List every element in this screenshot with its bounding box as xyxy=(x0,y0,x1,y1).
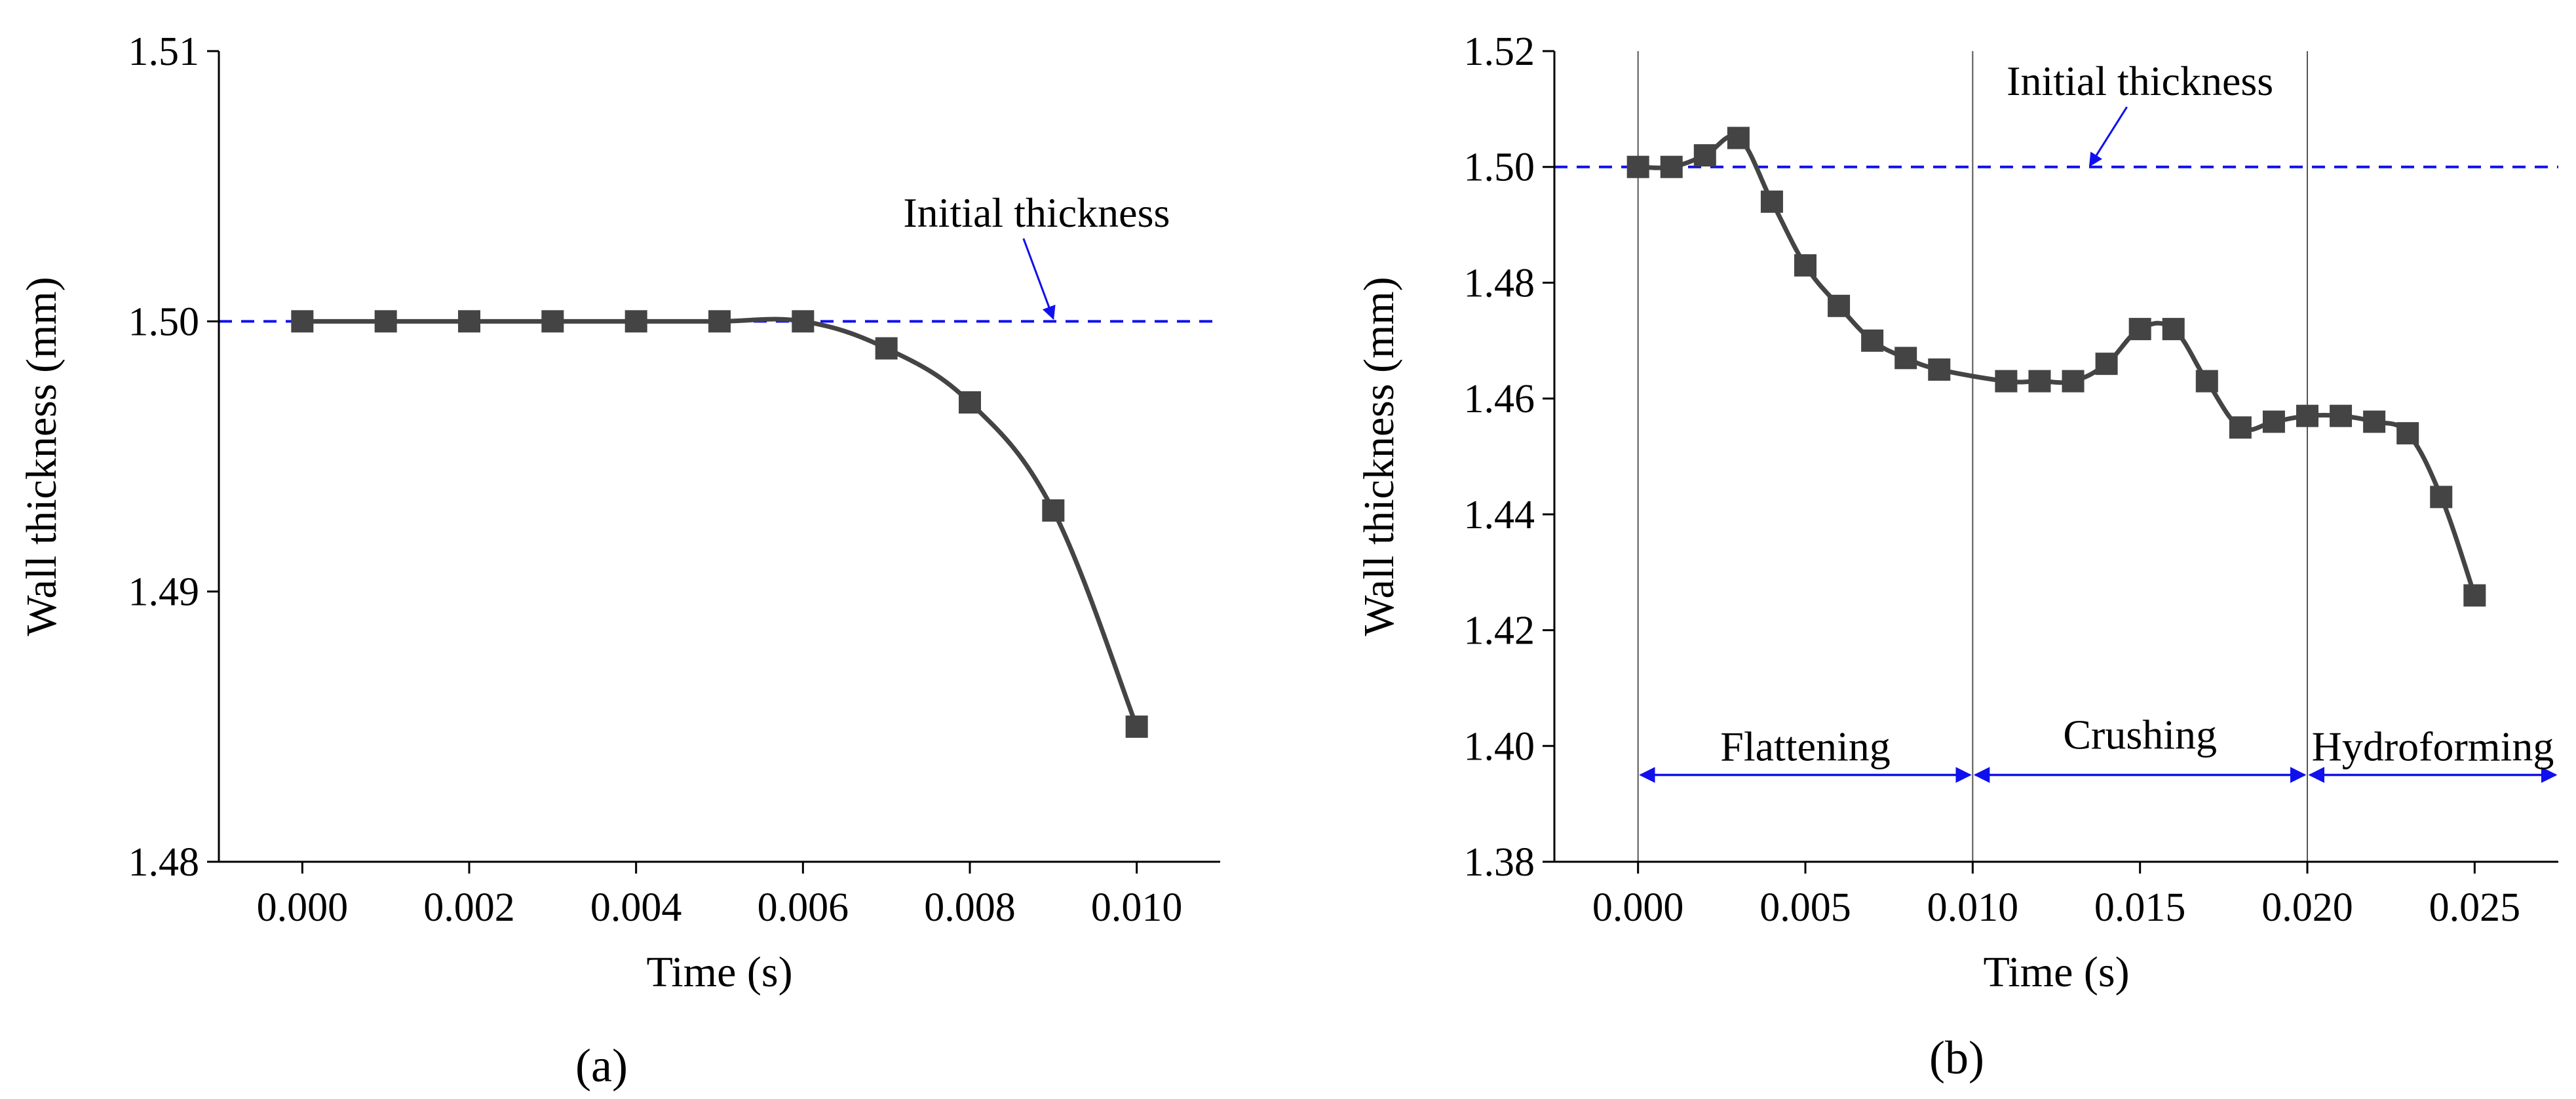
data-point xyxy=(2363,410,2386,433)
data-point xyxy=(875,337,898,360)
data-point xyxy=(1928,358,1951,381)
y-tick-label: 1.38 xyxy=(1464,840,1535,885)
x-tick-label: 0.000 xyxy=(1592,885,1684,930)
data-point xyxy=(1861,329,1884,352)
data-point xyxy=(2463,584,2486,607)
data-point xyxy=(1727,126,1750,149)
data-point xyxy=(1125,715,1148,738)
data-point xyxy=(2162,318,2185,341)
data-point xyxy=(2229,416,2252,439)
data-point xyxy=(1828,294,1851,317)
data-point xyxy=(1760,190,1783,213)
phase-label: Crushing xyxy=(2063,712,2217,758)
x-tick-label: 0.025 xyxy=(2429,885,2521,930)
x-tick-label: 0.010 xyxy=(1091,885,1183,930)
initial-thickness-label: Initial thickness xyxy=(2007,58,2273,104)
data-point xyxy=(291,310,314,333)
y-tick-label: 1.49 xyxy=(128,570,200,615)
y-tick-label: 1.42 xyxy=(1464,609,1535,653)
x-tick-label: 0.002 xyxy=(423,885,515,930)
data-point xyxy=(2262,410,2285,433)
y-tick-label: 1.48 xyxy=(128,840,200,885)
y-axis-title: Wall thickness (mm) xyxy=(1355,277,1403,636)
data-point xyxy=(374,310,397,333)
x-tick-label: 0.004 xyxy=(590,885,682,930)
data-point xyxy=(1042,499,1065,522)
chart-panel-a: Initial thickness 0.000 0.002 0.004 0.006 0.0… xyxy=(18,29,1220,996)
phase-label: Hydroforming xyxy=(2312,723,2554,769)
y-tick-label: 1.51 xyxy=(128,29,200,74)
data-point xyxy=(2396,422,2419,445)
y-tick-label: 1.50 xyxy=(128,299,200,344)
data-point xyxy=(1660,155,1683,178)
panel-label-a: (a) xyxy=(575,1039,628,1092)
x-tick-label: 0.000 xyxy=(257,885,349,930)
series-line xyxy=(302,317,1139,728)
y-tick-label: 1.44 xyxy=(1464,493,1535,537)
data-point xyxy=(625,310,647,333)
data-point xyxy=(458,310,480,333)
data-point xyxy=(959,391,981,414)
data-point xyxy=(1995,370,2018,393)
x-tick-label: 0.010 xyxy=(1927,885,2019,930)
chart-panel-b: Initial thickness Flattening Crushing Hydro… xyxy=(1355,29,2558,996)
y-tick-label: 1.52 xyxy=(1464,29,1535,74)
data-point xyxy=(2095,353,2118,376)
y-tick-label: 1.50 xyxy=(1464,145,1535,190)
data-point xyxy=(2028,370,2051,393)
data-point xyxy=(541,310,564,333)
data-point xyxy=(2128,318,2151,341)
data-point xyxy=(1794,254,1817,277)
y-tick-label: 1.46 xyxy=(1464,377,1535,421)
data-point xyxy=(792,310,815,333)
y-axis-title: Wall thickness (mm) xyxy=(18,277,66,636)
panel-label-b: (b) xyxy=(1929,1032,1984,1084)
x-axis-title: Time (s) xyxy=(1983,948,2129,996)
initial-thickness-arrow xyxy=(1022,238,1056,320)
data-point xyxy=(1894,347,1917,370)
data-point xyxy=(2195,370,2218,393)
x-tick-label: 0.015 xyxy=(2094,885,2186,930)
x-tick-label: 0.006 xyxy=(758,885,849,930)
initial-thickness-arrow xyxy=(2088,106,2128,167)
phase-label: Flattening xyxy=(1720,723,1891,769)
data-point xyxy=(1693,144,1716,167)
x-tick-label: 0.008 xyxy=(924,885,1016,930)
data-point xyxy=(2430,486,2453,509)
data-point xyxy=(2062,370,2085,393)
data-point xyxy=(2296,404,2318,427)
x-axis-title: Time (s) xyxy=(646,948,792,996)
data-point xyxy=(708,310,731,333)
y-tick-label: 1.40 xyxy=(1464,724,1535,769)
data-point xyxy=(1626,155,1649,178)
initial-thickness-label: Initial thickness xyxy=(903,189,1170,236)
y-tick-label: 1.48 xyxy=(1464,261,1535,305)
x-tick-label: 0.005 xyxy=(1759,885,1851,930)
data-point xyxy=(2330,404,2353,427)
x-tick-label: 0.020 xyxy=(2261,885,2353,930)
